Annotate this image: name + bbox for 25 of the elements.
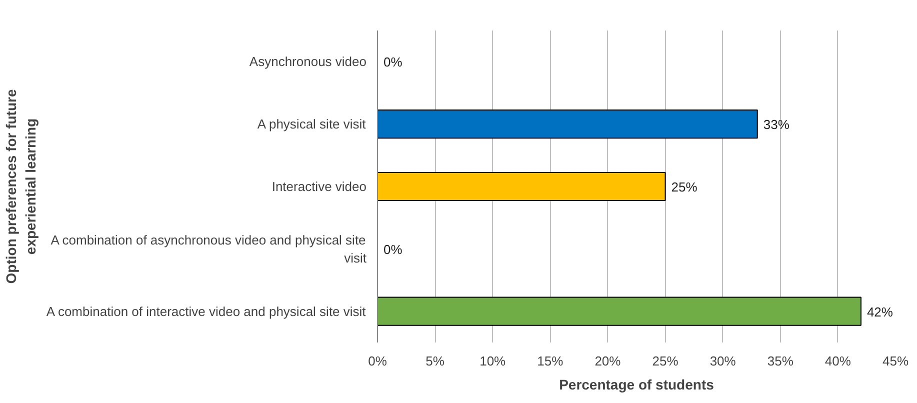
bar bbox=[378, 110, 758, 139]
y-tick-label: A physical site visit bbox=[257, 116, 366, 132]
x-tick-label: 25% bbox=[652, 354, 679, 368]
data-label: 42% bbox=[866, 304, 894, 320]
x-tick-label: 10% bbox=[480, 354, 506, 368]
y-tick-label: A combination of asynchronous video and physical site visit bbox=[50, 232, 367, 266]
x-tick-label: 20% bbox=[594, 354, 622, 368]
bar bbox=[378, 296, 862, 326]
x-tick-label: 40% bbox=[824, 354, 852, 368]
x-tick-label: 45% bbox=[882, 354, 909, 368]
x-tick-label: 5% bbox=[426, 354, 445, 368]
data-label: 33% bbox=[763, 117, 790, 132]
y-axis-title: Option preferences for future experiential learning bbox=[3, 89, 38, 284]
y-tick-label: A combination of interactive video and physical site visit bbox=[46, 304, 366, 319]
x-tick-label: 35% bbox=[767, 354, 794, 368]
bar bbox=[378, 172, 666, 202]
data-label: 0% bbox=[384, 242, 403, 257]
x-axis-title: Percentage of students bbox=[559, 376, 714, 392]
x-tick-label: 30% bbox=[710, 354, 736, 368]
x-tick-label: 0% bbox=[368, 354, 388, 368]
y-tick-label: Asynchronous video bbox=[249, 54, 367, 70]
x-tick-label: 15% bbox=[537, 354, 564, 368]
data-label: 25% bbox=[671, 180, 698, 194]
y-tick-label: Interactive video bbox=[272, 179, 367, 194]
data-label: 0% bbox=[384, 54, 403, 70]
